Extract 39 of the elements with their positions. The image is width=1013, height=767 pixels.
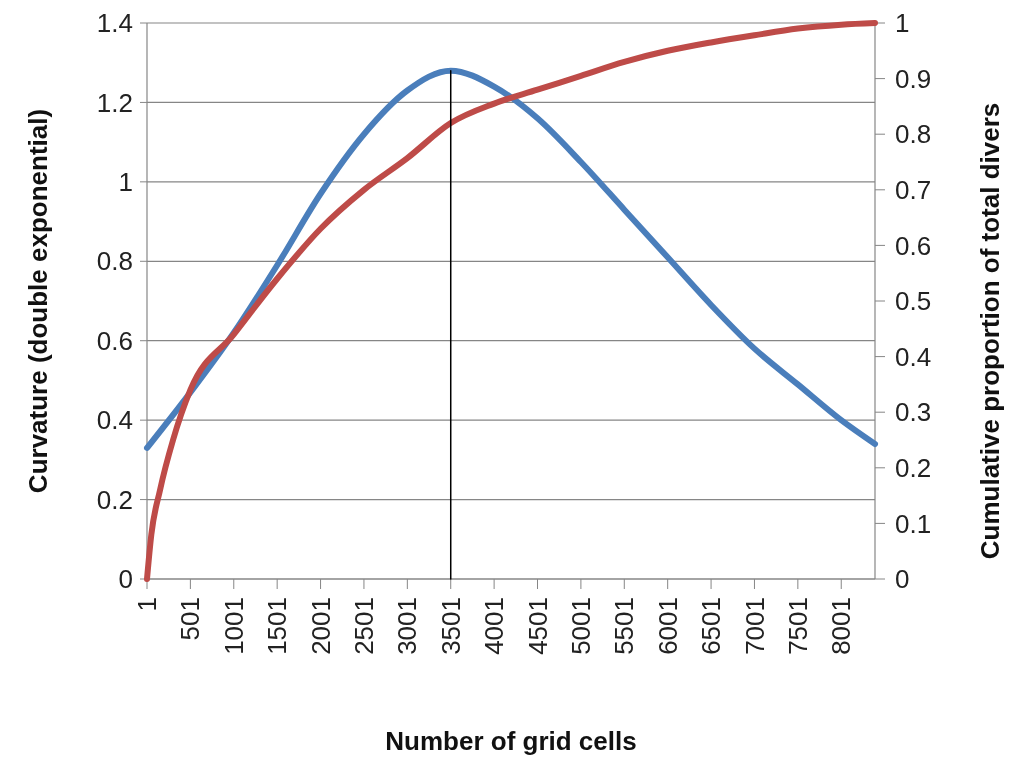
x-tick-label: 3501 [435, 597, 466, 655]
y2-axis-title: Cumulative proportion of total divers [975, 102, 1006, 560]
y-tick-label: 0 [118, 564, 133, 595]
y2-tick-label: 0.2 [895, 452, 932, 483]
x-tick-label: 3001 [392, 597, 423, 655]
y2-tick-label: 0.6 [895, 230, 932, 261]
y2-tick-label: 0.7 [895, 174, 932, 205]
y-tick-label: 1.4 [96, 8, 133, 39]
x-tick-label: 8001 [826, 597, 857, 655]
y-tick-label: 1 [118, 166, 133, 197]
x-tick-label: 7001 [739, 597, 770, 655]
x-axis-title: Number of grid cells [385, 726, 637, 756]
x-tick-label: 1501 [262, 597, 293, 655]
x-tick-label: 4001 [479, 597, 510, 655]
x-tick-label: 501 [175, 597, 206, 641]
y2-tick-label: 0.8 [895, 119, 932, 150]
x-tick-label: 5001 [566, 597, 596, 655]
y2-tick-label: 0 [895, 564, 910, 595]
x-tick-label: 1 [132, 597, 163, 612]
x-tick-label: 6501 [696, 597, 727, 655]
y2-tick-label: 0.5 [895, 286, 932, 317]
y2-tick-label: 1 [895, 8, 910, 39]
x-tick-label: 1001 [218, 597, 249, 655]
y2-tick-label: 0.9 [895, 63, 932, 94]
y-tick-label: 0.6 [96, 325, 133, 356]
y-tick-label: 0.8 [96, 246, 133, 277]
x-tick-label: 2001 [305, 597, 336, 655]
x-tick-label: 2501 [349, 597, 380, 655]
x-tick-label: 7501 [782, 597, 813, 655]
y-axis-title: Curvature (double exponential) [23, 108, 54, 494]
y2-tick-label: 0.1 [895, 508, 932, 539]
x-tick-label: 4501 [522, 597, 553, 655]
x-tick-label: 6001 [652, 597, 683, 655]
y-tick-label: 1.2 [96, 87, 133, 118]
y-tick-label: 0.2 [96, 484, 133, 515]
y-tick-label: 0.4 [96, 405, 133, 436]
x-tick-label: 5501 [609, 597, 640, 655]
y2-tick-label: 0.4 [895, 341, 932, 372]
y2-tick-label: 0.3 [895, 397, 932, 428]
